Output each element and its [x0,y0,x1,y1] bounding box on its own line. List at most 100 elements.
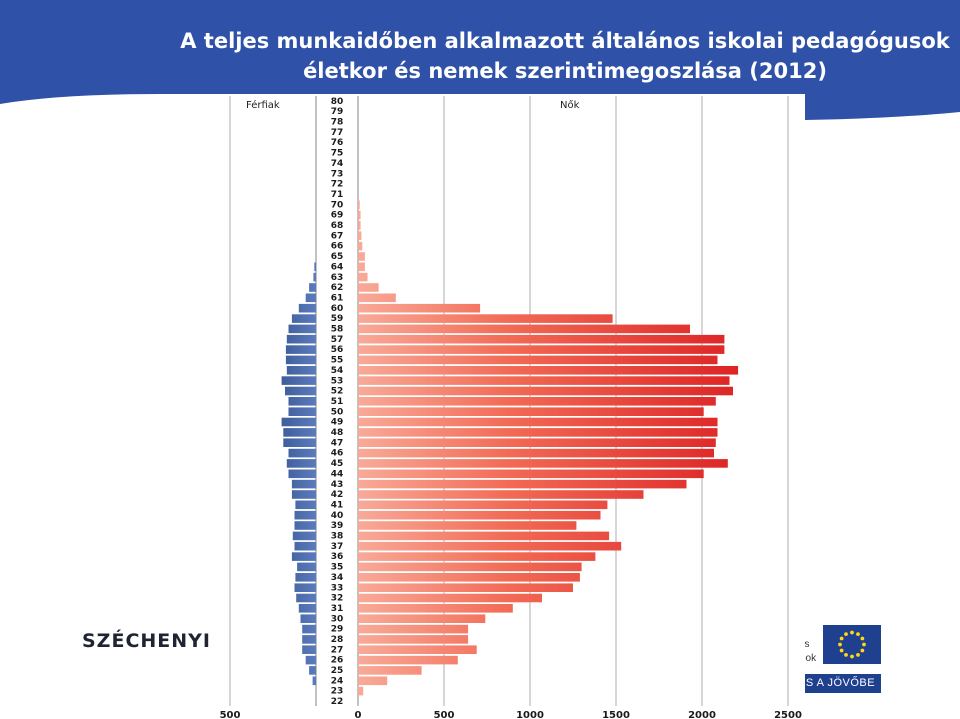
men-bars-group [281,262,316,686]
age-label: 30 [331,614,344,624]
legend-label-women: Nők [560,99,580,111]
eu-flag-icon [823,625,881,664]
age-label: 27 [331,645,344,655]
bar-women-age-37 [358,541,622,551]
x-tick-label: 1000 [516,710,544,719]
age-label: 42 [331,490,344,500]
bar-women-age-61 [358,293,396,303]
age-label: 62 [331,283,344,293]
x-axis-ticks-group: 500 0 500 1000 1500 2000 2500 [220,710,802,719]
bar-women-age-25 [358,666,422,675]
bar-women-age-48 [358,428,718,437]
slide-title-line-2: életkor és nemek szerintimegoszlása (201… [303,59,827,83]
bar-women-age-23 [358,686,364,696]
x-tick-label: 2500 [774,710,802,719]
age-label: 74 [331,159,344,169]
age-label: 39 [331,521,344,531]
age-label: 57 [331,335,344,345]
age-label: 78 [331,118,344,128]
age-label: 70 [331,200,344,210]
age-label: 64 [331,262,344,272]
eu-slogan-band: S A JÖVŐBE [800,674,881,693]
age-label: 72 [331,180,344,190]
bar-men-age-30 [300,614,316,623]
legend-label-men: Férfiak [246,99,280,111]
eu-star-icon [860,648,865,653]
bar-women-age-26 [358,655,458,665]
bar-men-age-40 [294,510,316,520]
age-label: 47 [331,438,344,448]
bar-men-age-35 [297,562,316,572]
bar-women-age-53 [358,376,730,385]
bar-men-age-54 [286,366,316,375]
bar-women-age-45 [358,459,728,468]
bar-men-age-28 [302,635,316,644]
bar-men-age-42 [291,490,316,499]
bar-women-age-62 [358,283,379,292]
age-label: 58 [331,325,344,335]
eu-star-icon [850,654,854,659]
bar-men-age-39 [294,521,316,530]
bar-men-age-47 [283,438,316,447]
age-label: 52 [331,387,344,397]
age-label: 77 [331,128,344,138]
bar-men-age-43 [291,479,316,489]
age-label: 76 [331,138,344,148]
x-tick-label: 1500 [602,710,630,719]
age-label: 59 [331,314,344,324]
bar-men-age-37 [294,541,316,551]
bar-women-age-35 [358,562,582,572]
age-label: 31 [331,604,344,614]
bar-women-age-49 [358,417,718,427]
age-label: 34 [331,573,344,583]
bar-women-age-34 [358,573,580,582]
age-label: 36 [331,552,344,562]
eu-star-icon [860,636,865,641]
eu-star-icon [844,652,848,657]
eu-star-icon [839,636,844,641]
bar-women-age-41 [358,500,608,510]
age-labels-group: 8079787776757473727170696867666564636261… [331,97,344,707]
age-label: 25 [331,666,344,676]
bar-men-age-52 [285,386,316,396]
bar-men-age-55 [285,355,316,365]
age-label: 61 [331,293,344,303]
bar-women-age-27 [358,645,477,654]
age-label: 54 [331,366,344,376]
bar-men-age-29 [302,624,316,634]
bar-men-age-58 [288,324,316,334]
bar-men-age-53 [281,376,316,385]
age-label: 66 [331,242,344,252]
x-tick-label: 500 [434,710,455,719]
bar-women-age-51 [358,397,716,406]
age-label: 80 [331,97,344,107]
x-tick-label: 0 [355,710,362,719]
age-label: 46 [331,449,344,459]
age-label: 38 [331,532,344,542]
bar-men-age-48 [283,428,316,437]
bar-men-age-50 [288,407,316,416]
bar-men-age-62 [309,283,316,292]
bar-men-age-38 [292,531,316,541]
age-label: 37 [331,542,344,552]
age-label: 73 [331,169,344,179]
bar-women-age-54 [358,366,739,375]
bar-women-age-65 [358,252,365,261]
bar-men-age-33 [294,583,316,592]
bar-women-age-44 [358,469,704,479]
age-label: 23 [331,687,344,697]
bar-women-age-59 [358,314,613,323]
x-tick-label: 500 [220,710,241,719]
bar-men-age-41 [295,500,316,510]
age-label: 69 [331,211,344,221]
age-label: 43 [331,480,344,490]
age-label: 29 [331,625,344,635]
bar-women-age-24 [358,676,388,686]
age-label: 55 [331,356,344,366]
eu-star-icon [862,642,866,647]
bar-women-age-42 [358,490,644,499]
bar-men-age-31 [298,604,316,613]
age-label: 51 [331,397,344,407]
bar-women-age-38 [358,531,610,541]
bar-men-age-44 [288,469,316,479]
